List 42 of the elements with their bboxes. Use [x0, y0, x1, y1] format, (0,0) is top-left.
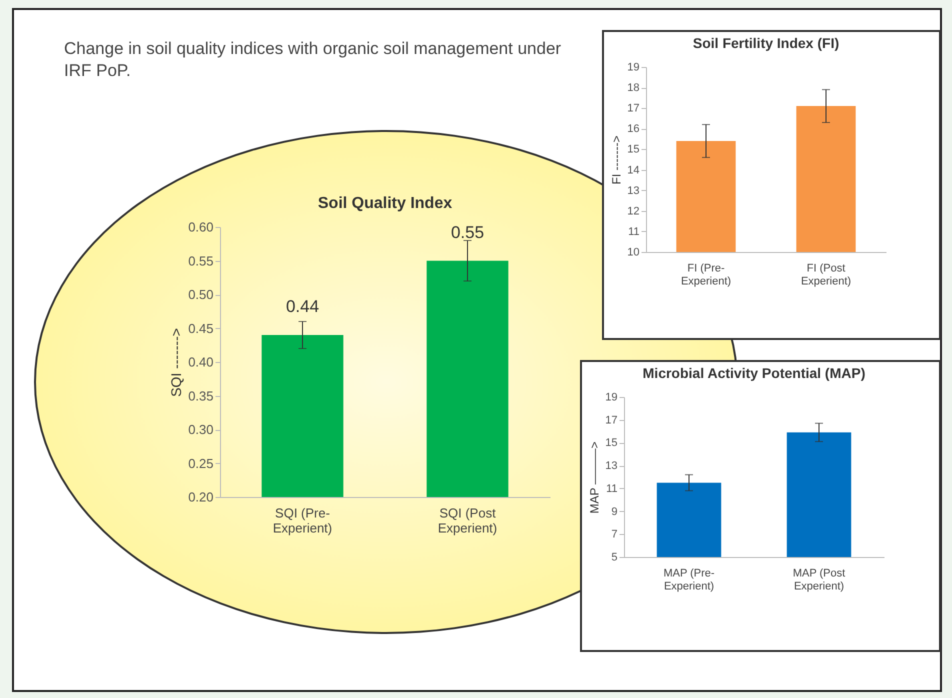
- y-tick-label: 0.60: [188, 220, 214, 234]
- y-axis-title: MAP ———>: [587, 441, 602, 514]
- y-tick-label: 13: [627, 184, 640, 197]
- y-tick-label: 5: [611, 552, 618, 564]
- x-tick-label: FI (Post Experient): [800, 262, 852, 288]
- y-tick-label: 11: [606, 482, 618, 495]
- y-tick-label: 18: [627, 82, 640, 94]
- y-tick-label: 11: [628, 226, 640, 238]
- y-tick-label: 0.45: [188, 320, 214, 336]
- y-tick-label: 16: [627, 123, 640, 136]
- y-tick-label: 9: [611, 506, 618, 518]
- x-tick-label: MAP (Pre-Experient): [663, 568, 715, 592]
- y-tick-label: 0.40: [188, 354, 214, 370]
- y-tick-label: 0.25: [188, 456, 214, 471]
- y-tick-label: 0.35: [188, 388, 214, 404]
- y-axis-title: SQI ------->: [168, 328, 184, 397]
- y-tick-label: 15: [605, 437, 618, 450]
- y-tick-label: 10: [627, 246, 640, 258]
- text: Change in soil quality indices with organic soil management under IRF PoP.: [64, 38, 562, 82]
- y-tick-label: 0.55: [188, 253, 214, 268]
- y-tick-label: 0.50: [188, 287, 214, 302]
- y-tick-label: 12: [627, 205, 640, 218]
- y-tick-label: 15: [627, 144, 640, 156]
- chart-title: Soil Quality Index: [318, 195, 452, 212]
- x-tick-label: SQI (Post Experient): [438, 506, 498, 536]
- y-tick-label: 0.30: [188, 422, 214, 437]
- y-tick-label: 19: [627, 62, 640, 74]
- chart-title: Soil Fertility Index (FI): [692, 35, 840, 51]
- y-tick-label: 14: [627, 164, 640, 176]
- y-tick-label: 13: [605, 460, 618, 472]
- chart-title: Microbial Activity Potential (MAP): [642, 365, 866, 381]
- y-axis-title: FI ------->: [609, 136, 624, 184]
- y-tick-label: 0.20: [188, 490, 214, 504]
- y-tick-label: 7: [611, 528, 618, 541]
- y-tick-label: 17: [627, 102, 640, 115]
- y-tick-label: 19: [605, 392, 618, 404]
- data-label: 0.55: [450, 222, 484, 242]
- data-label: 0.44: [286, 297, 320, 316]
- x-tick-label: SQI (Pre-Experient): [272, 506, 332, 536]
- y-tick-label: 17: [605, 414, 618, 426]
- x-tick-label: FI (Pre-Experient): [680, 262, 732, 288]
- x-tick-label: MAP (Post Experient): [792, 568, 846, 592]
